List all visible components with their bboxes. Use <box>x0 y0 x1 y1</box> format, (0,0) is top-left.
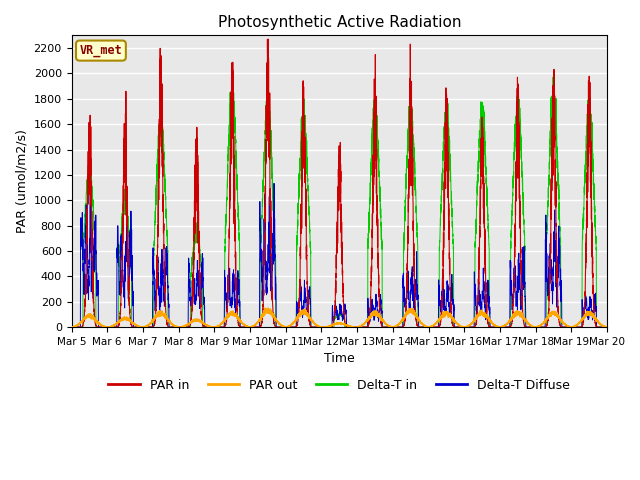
X-axis label: Time: Time <box>324 352 355 365</box>
Title: Photosynthetic Active Radiation: Photosynthetic Active Radiation <box>218 15 461 30</box>
Text: VR_met: VR_met <box>79 44 122 57</box>
Legend: PAR in, PAR out, Delta-T in, Delta-T Diffuse: PAR in, PAR out, Delta-T in, Delta-T Dif… <box>103 374 575 397</box>
Y-axis label: PAR (umol/m2/s): PAR (umol/m2/s) <box>15 129 28 233</box>
